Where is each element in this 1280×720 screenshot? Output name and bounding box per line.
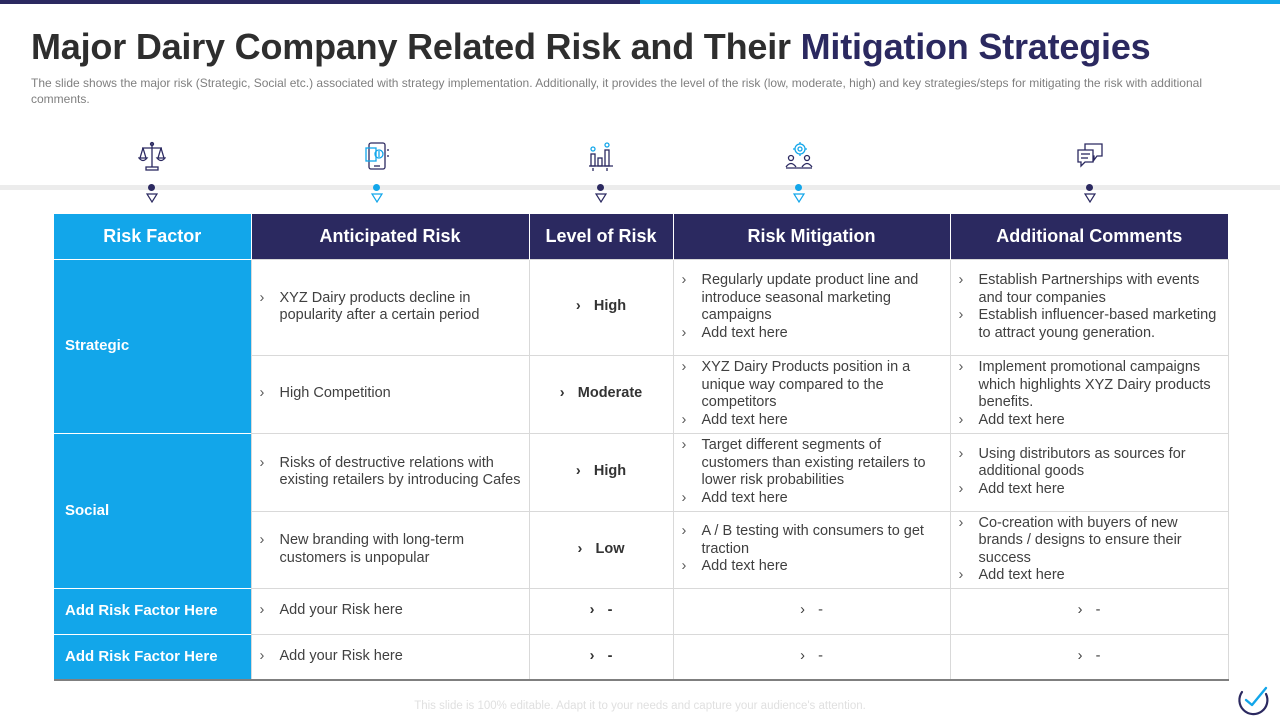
- arrow-down-icon: [793, 193, 805, 203]
- icon-column-risk-factor: [132, 140, 172, 206]
- slide-title: Major Dairy Company Related Risk and The…: [31, 26, 1151, 68]
- table-row: Add Risk Factor Here › Add your Risk here…: [54, 633, 1229, 681]
- comments-cell: › -: [949, 587, 1229, 634]
- mitigation-cell: › -: [672, 633, 950, 681]
- anticipated-risk-cell: › High Competition: [250, 354, 529, 433]
- timeline-bar: [0, 185, 1280, 190]
- icon-column-level-of-risk: [581, 140, 621, 206]
- factor-add-risk-2: Add Risk Factor Here: [54, 633, 251, 681]
- risk-level-cell: › Moderate: [528, 354, 673, 433]
- risk-level-cell: › Low: [528, 510, 673, 588]
- timeline-dot: [373, 184, 380, 191]
- top-bar-light-segment: [640, 0, 1280, 4]
- timeline-dot: [597, 184, 604, 191]
- timeline-dot: [795, 184, 802, 191]
- title-main: Major Dairy Company Related Risk and The…: [31, 26, 791, 67]
- comments-cell: › Implement promotional campaigns which h…: [949, 354, 1229, 433]
- timeline-dot: [148, 184, 155, 191]
- risk-level-cell: › -: [528, 587, 673, 634]
- table-row: › High Competition › Moderate › XYZ Dairy P…: [54, 354, 1229, 433]
- risk-level-cell: › -: [528, 633, 673, 681]
- brand-logo: [1238, 686, 1269, 716]
- factor-strategic: Strategic: [54, 258, 251, 433]
- arrow-down-icon: [146, 193, 158, 203]
- mitigation-cell: › A / B testing with consumers to get tra…: [672, 510, 950, 588]
- table-row: Strategic › XYZ Dairy products decline in…: [54, 258, 1229, 433]
- header-risk-mitigation: Risk Mitigation: [672, 214, 950, 259]
- mitigation-cell: › -: [672, 587, 950, 634]
- table-row: Social › Risks of destructive relations w…: [54, 432, 1229, 588]
- table-row: Add Risk Factor Here › Add your Risk here…: [54, 587, 1229, 634]
- factor-add-risk-1: Add Risk Factor Here: [54, 587, 251, 634]
- anticipated-risk-cell: › XYZ Dairy products decline in popularit…: [250, 258, 529, 355]
- chat-bubbles-icon: [1077, 143, 1103, 168]
- mitigation-cell: › Regularly update product line and intro…: [672, 258, 950, 355]
- anticipated-risk-cell: › New branding with long-term customers i…: [250, 510, 529, 588]
- arrow-down-icon: [1084, 193, 1096, 203]
- timeline-dot: [1086, 184, 1093, 191]
- risk-table: Risk Factor Anticipated Risk Level of Ri…: [54, 214, 1229, 681]
- icon-column-anticipated-risk: [357, 140, 397, 206]
- header-additional-comments: Additional Comments: [949, 214, 1228, 259]
- arrow-down-icon: [371, 193, 383, 203]
- balance-scale-icon: [138, 141, 166, 171]
- factor-social: Social: [54, 432, 251, 588]
- title-accent: Mitigation Strategies: [800, 26, 1151, 67]
- slide-subtitle: The slide shows the major risk (Strategi…: [31, 76, 1202, 106]
- comments-cell: › Using distributors as sources for addit…: [949, 432, 1229, 511]
- anticipated-risk-cell: › Risks of destructive relations with exi…: [250, 432, 529, 511]
- table-row: › New branding with long-term customers i…: [54, 510, 1229, 588]
- top-bar-dark-segment: [0, 0, 640, 4]
- header-risk-factor: Risk Factor: [54, 214, 251, 259]
- mobile-document-icon: [365, 142, 389, 170]
- bar-chart-icon: [589, 142, 613, 171]
- icon-column-risk-mitigation: [779, 140, 819, 206]
- team-gear-icon: [785, 142, 813, 169]
- mitigation-cell: › Target different segments of customers …: [672, 432, 950, 511]
- mitigation-cell: › XYZ Dairy Products position in a unique…: [672, 354, 950, 433]
- header-level-of-risk: Level of Risk: [528, 214, 673, 259]
- risk-level-cell: › High: [528, 432, 673, 511]
- comments-cell: › -: [949, 633, 1229, 681]
- table-header-row: Risk Factor Anticipated Risk Level of Ri…: [54, 214, 1228, 259]
- risk-level-cell: › High: [528, 258, 673, 355]
- anticipated-risk-cell: › Add your Risk here: [250, 633, 529, 681]
- icon-column-additional-comments: [1070, 140, 1110, 206]
- header-anticipated-risk: Anticipated Risk: [250, 214, 529, 259]
- arrow-down-icon: [595, 193, 607, 203]
- comments-cell: › Co-creation with buyers of new brands /…: [949, 510, 1229, 588]
- comments-cell: › Establish Partnerships with events and …: [949, 258, 1229, 355]
- top-accent-bar: [0, 0, 1280, 4]
- anticipated-risk-cell: › Add your Risk here: [250, 587, 529, 634]
- footer-note: This slide is 100% editable. Adapt it to…: [414, 700, 866, 712]
